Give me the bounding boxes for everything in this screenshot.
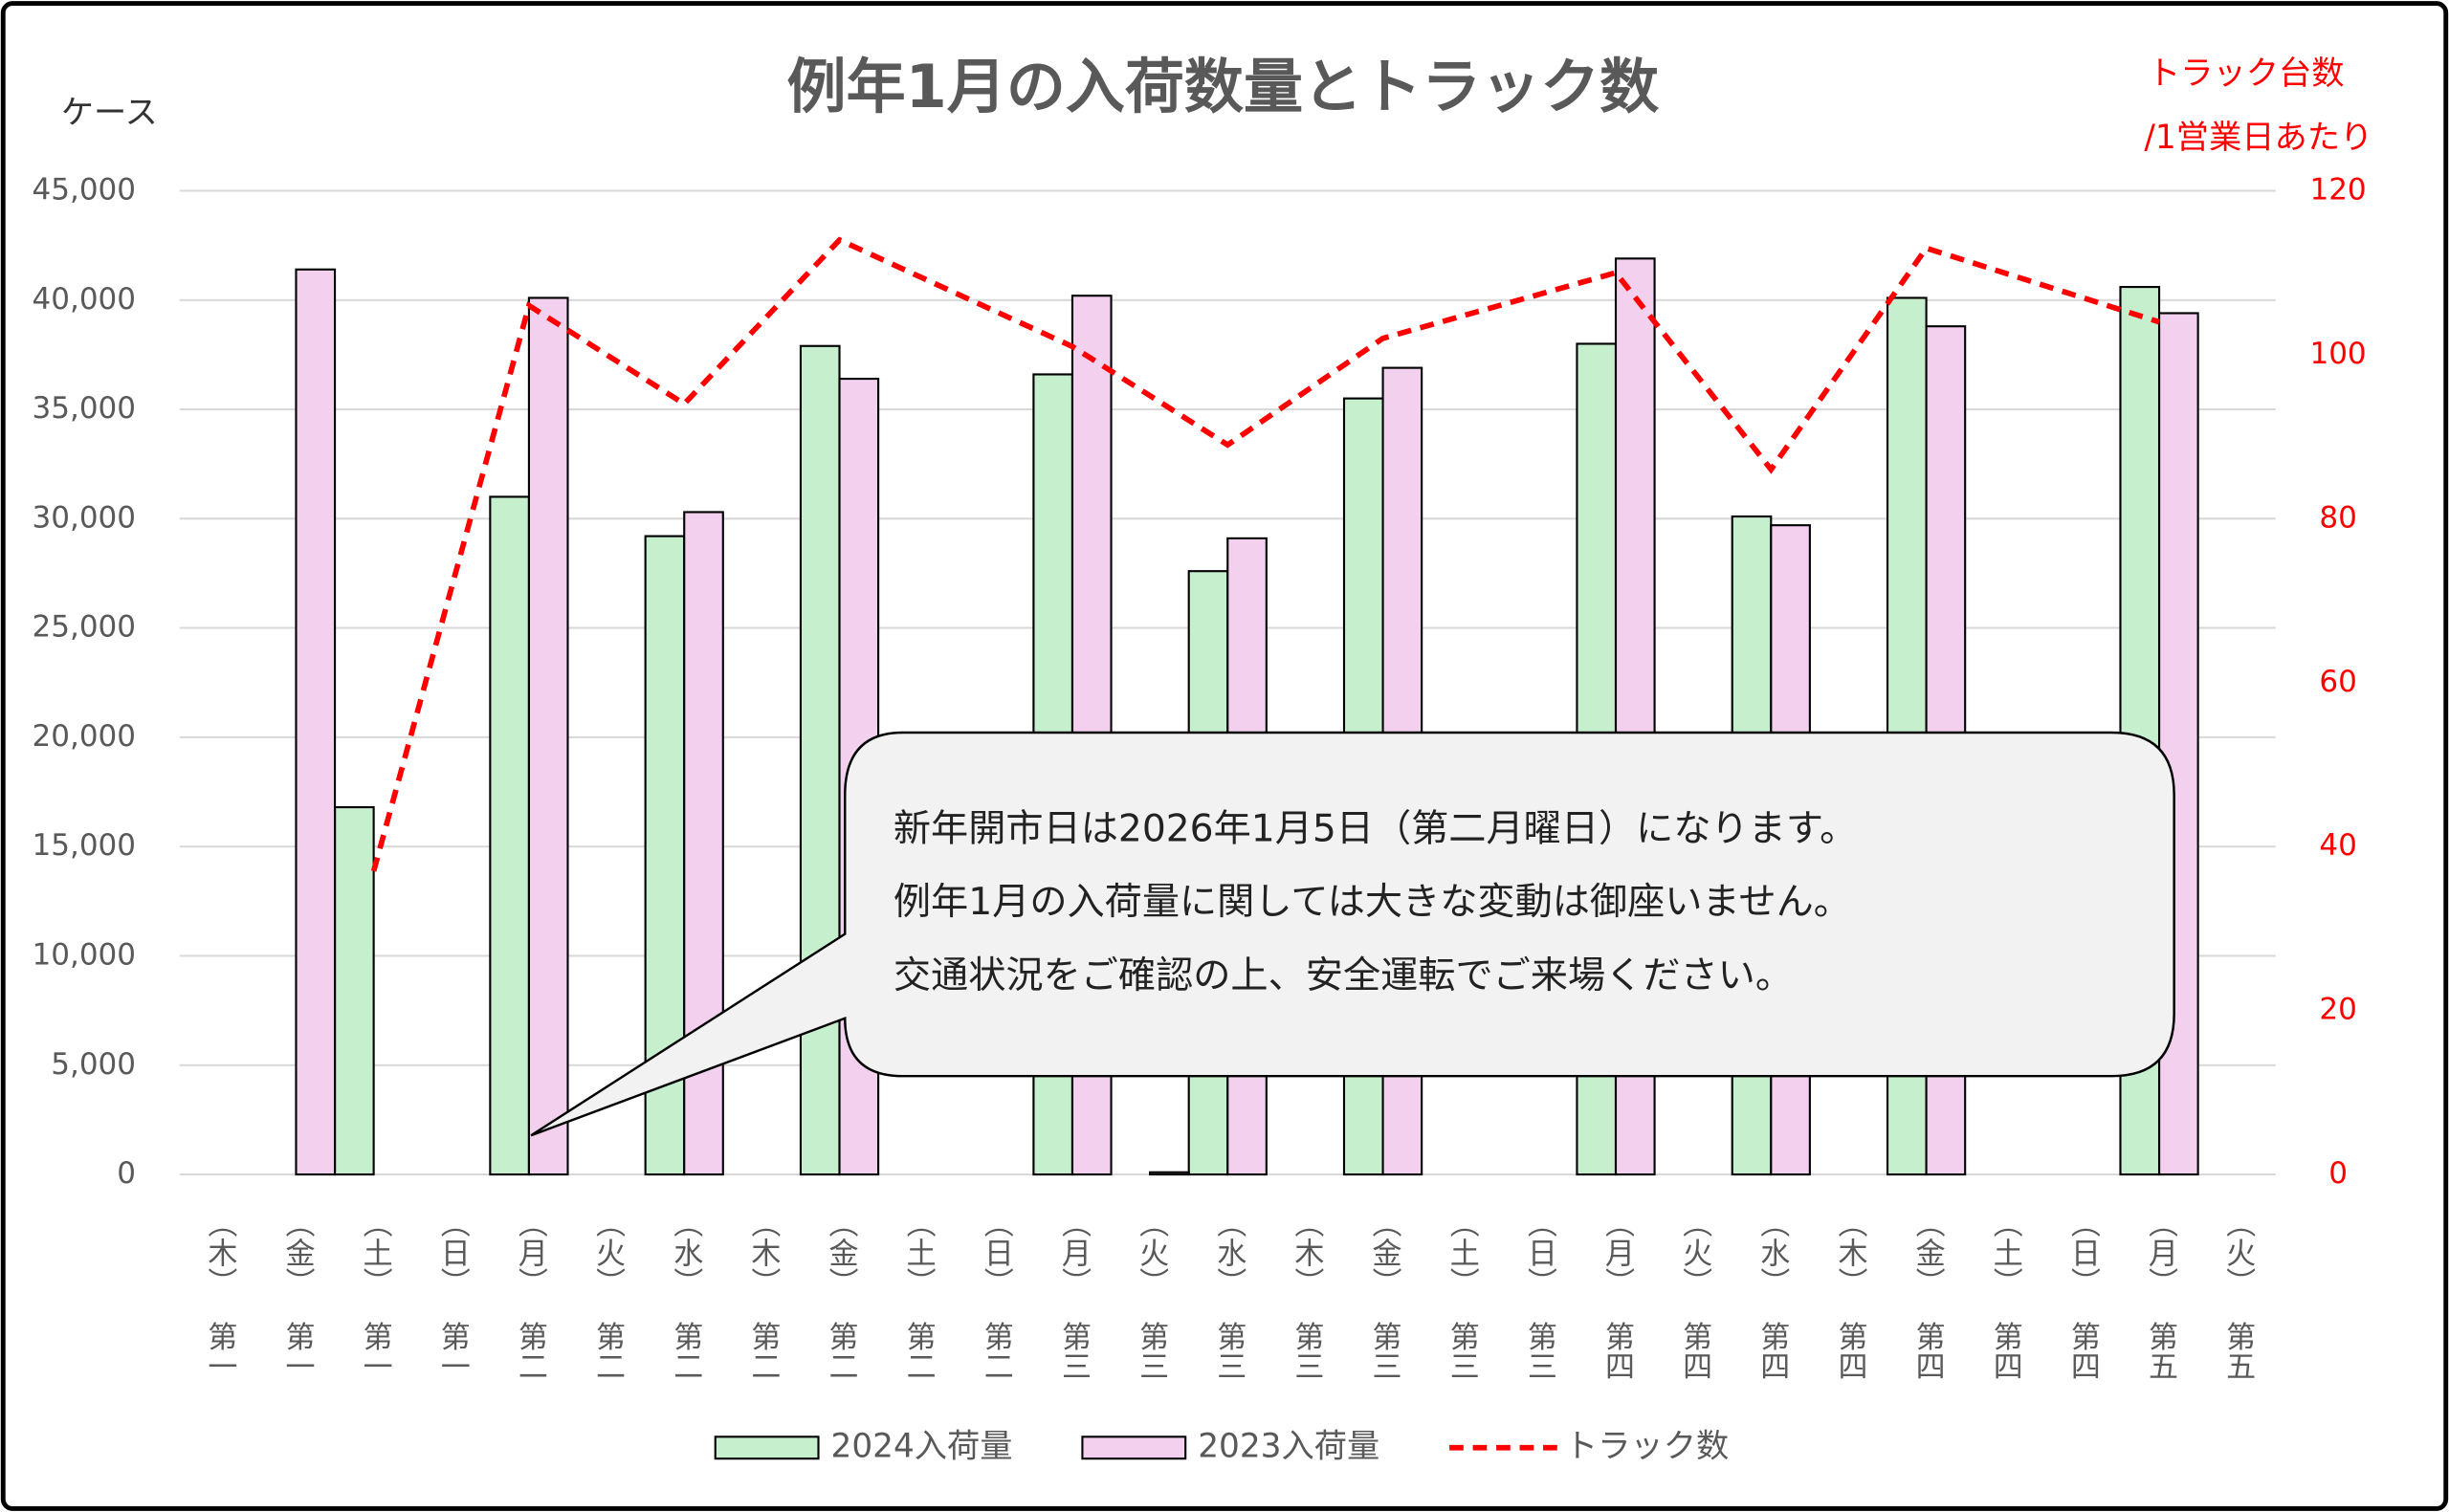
- x-group-label: 第三: [1445, 1322, 1479, 1381]
- x-group-label: 第二: [824, 1322, 858, 1381]
- x-group-label: 第四: [1910, 1322, 1945, 1381]
- x-tick-label: （月）: [1056, 1208, 1092, 1297]
- chart-title: 例年1月の入荷数量とトラック数: [787, 52, 1661, 121]
- y2-tick-label: 80: [2319, 500, 2356, 535]
- y-tick-label: 0: [117, 1156, 136, 1191]
- y-tick-label: 15,000: [33, 828, 137, 863]
- bar: [489, 495, 530, 1176]
- x-tick-label: （日）: [1522, 1208, 1557, 1297]
- y-tick-label: 20,000: [33, 719, 137, 754]
- x-group-label: 第四: [1754, 1322, 1789, 1381]
- x-tick-label: （金）: [279, 1208, 315, 1297]
- bar: [799, 344, 841, 1176]
- x-tick-label: （金）: [1910, 1208, 1946, 1297]
- x-tick-label: （土）: [1445, 1208, 1480, 1297]
- bar: [527, 296, 569, 1176]
- x-tick-label: （土）: [1988, 1208, 2023, 1297]
- x-tick-label: （火）: [2220, 1208, 2256, 1297]
- legend-label: トラック数: [1565, 1427, 1729, 1465]
- x-group-label: 第三: [1289, 1322, 1323, 1381]
- x-tick-label: （火）: [590, 1208, 626, 1297]
- callout-box: [530, 731, 2175, 1137]
- x-group-label: 第二: [668, 1322, 702, 1381]
- y2-tick-label: 100: [2309, 337, 2366, 371]
- x-tick-label: （日）: [435, 1208, 471, 1297]
- x-group-label: 第五: [2143, 1322, 2177, 1381]
- bar: [333, 805, 375, 1176]
- legend-swatch: [714, 1435, 820, 1460]
- x-tick-label: （水）: [668, 1208, 703, 1297]
- x-tick-label: （火）: [1134, 1208, 1169, 1297]
- y-tick-label: 45,000: [33, 172, 137, 207]
- x-group-label: 第二: [513, 1322, 547, 1381]
- x-tick-label: （木）: [202, 1208, 237, 1297]
- y-tick-label: 10,000: [33, 937, 137, 972]
- x-group-label: 第四: [1600, 1322, 1634, 1381]
- y-tick-label: 35,000: [33, 391, 137, 426]
- x-group-label: 第三: [1522, 1322, 1556, 1381]
- legend-label: 2023入荷量: [1198, 1427, 1379, 1465]
- bar: [2157, 312, 2199, 1176]
- legend: 2024入荷量 2023入荷量 トラック数: [714, 1427, 1729, 1465]
- x-group-label: 第三: [1134, 1322, 1168, 1381]
- y2-tick-label: 40: [2319, 828, 2356, 863]
- x-group-label: 第四: [1832, 1322, 1866, 1381]
- callout-text: 例年1月の入荷量に関しては大きな変動は御座いません。: [894, 881, 1851, 924]
- legend-label: 2024入荷量: [831, 1427, 1013, 1465]
- y2-tick-label: 20: [2319, 993, 2356, 1027]
- x-group-label: 第三: [1367, 1322, 1401, 1381]
- callout-text: 新年開市日は2026年1月5日（第二月曜日）になります。: [894, 807, 1857, 850]
- x-group-label: 第一: [202, 1322, 236, 1381]
- x-tick-label: （水）: [1211, 1208, 1247, 1297]
- x-tick-label: （木）: [745, 1208, 781, 1297]
- line-series: [370, 236, 2160, 872]
- x-group-label: 第一: [358, 1322, 392, 1381]
- x-group-label: 第一: [279, 1322, 314, 1381]
- y-tick-label: 5,000: [51, 1047, 136, 1082]
- x-tick-label: （日）: [2065, 1208, 2101, 1297]
- x-tick-label: （日）: [979, 1208, 1014, 1297]
- x-group-label: 第三: [1056, 1322, 1091, 1381]
- x-group-label: 第五: [2220, 1322, 2255, 1381]
- x-group-label: 第二: [901, 1322, 936, 1381]
- x-group-label: 第二: [590, 1322, 625, 1381]
- x-group-label: 第一: [435, 1322, 470, 1381]
- x-tick-label: （金）: [824, 1208, 859, 1297]
- x-tick-label: （木）: [1832, 1208, 1867, 1297]
- bar: [295, 268, 337, 1176]
- y-tick-label: 40,000: [33, 282, 137, 317]
- y2-axis-label: /1営業日あたり: [2144, 119, 2372, 157]
- callout-text: 交通状況をご確認の上、安全運転でご来場ください。: [894, 954, 1793, 997]
- x-group-label: 第四: [1988, 1322, 2022, 1381]
- x-tick-label: （月）: [1600, 1208, 1635, 1297]
- x-group-label: 第四: [1677, 1322, 1711, 1381]
- y-axis-label: ケース: [61, 94, 158, 132]
- x-group-label: 第二: [745, 1322, 780, 1381]
- x-group-label: 第三: [1211, 1322, 1246, 1381]
- x-tick-label: （月）: [513, 1208, 548, 1297]
- bar: [1149, 1171, 1190, 1176]
- y-tick-label: 25,000: [33, 610, 137, 645]
- x-tick-label: （月）: [2143, 1208, 2178, 1297]
- legend-swatch: [1081, 1435, 1187, 1460]
- x-tick-label: （金）: [1367, 1208, 1402, 1297]
- x-group-label: 第二: [979, 1322, 1013, 1381]
- x-tick-label: （土）: [358, 1208, 393, 1297]
- x-tick-label: （水）: [1754, 1208, 1790, 1297]
- x-group-label: 第四: [2065, 1322, 2100, 1381]
- x-tick-label: （木）: [1289, 1208, 1324, 1297]
- callout: 新年開市日は2026年1月5日（第二月曜日）になります。 例年1月の入荷量に関し…: [530, 731, 2175, 1137]
- y2-tick-label: 120: [2309, 172, 2366, 207]
- y2-axis-label: トラック台数: [2148, 55, 2345, 93]
- y2-tick-label: 60: [2319, 665, 2356, 699]
- y2-tick-label: 0: [2328, 1156, 2348, 1191]
- x-tick-label: （土）: [901, 1208, 937, 1297]
- x-tick-label: （火）: [1677, 1208, 1712, 1297]
- y-tick-label: 30,000: [33, 500, 137, 535]
